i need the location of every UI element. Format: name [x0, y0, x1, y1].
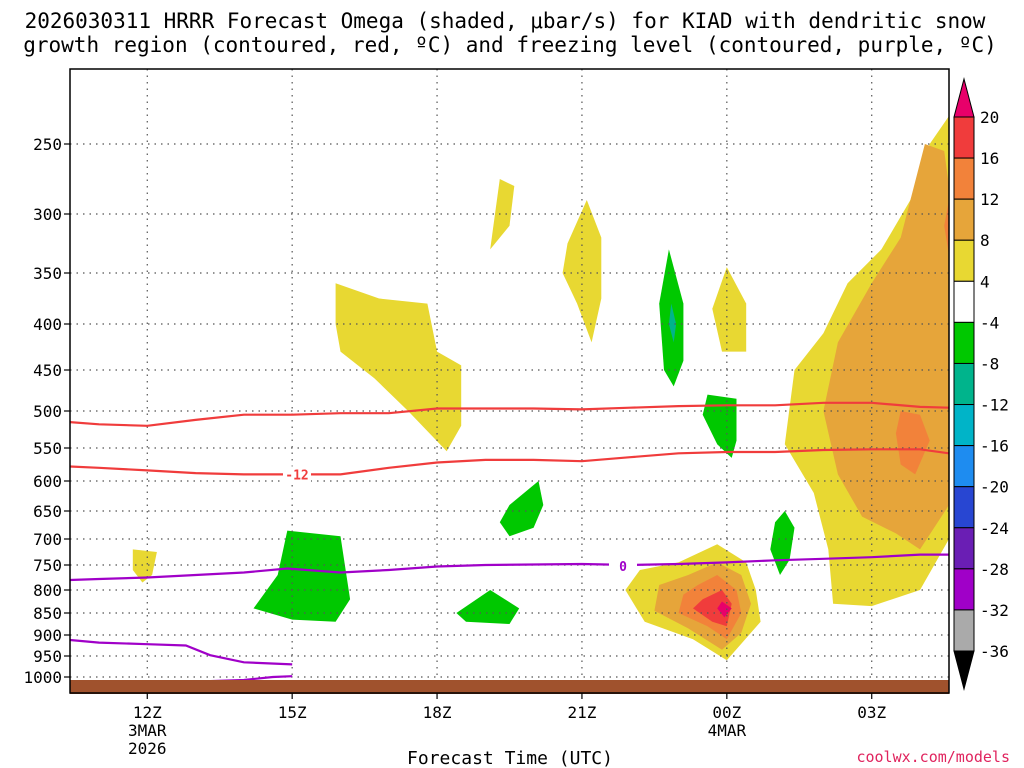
colorbar-label--12: -12: [980, 396, 1009, 415]
contour-label-bg-dgz-bottom: [282, 466, 311, 483]
omega-region-7: [712, 267, 747, 352]
y-tick-label-950: 950: [33, 647, 62, 666]
x-axis-title: Forecast Time (UTC): [407, 748, 613, 768]
ground-surface: [70, 680, 949, 694]
y-tick-label-650: 650: [33, 502, 62, 521]
colorbar-bottom-arrow: [953, 650, 975, 691]
x-tick-label-21Z: 21Z: [567, 703, 596, 722]
y-tick-label-300: 300: [33, 205, 62, 224]
contour-lines: -12 0: [70, 401, 949, 683]
omega-region-13: [132, 549, 157, 583]
chart-title-line2: growth region (contoured, red, ºC) and f…: [23, 33, 997, 57]
watermark: coolwx.com/models: [856, 748, 1010, 766]
y-tick-label-600: 600: [33, 472, 62, 491]
colorbar-box--12: [953, 404, 975, 447]
contour-label-freezing-level: 0: [619, 560, 627, 575]
chart-title-line1: 2026030311 HRRR Forecast Omega (shaded, …: [25, 9, 986, 33]
colorbar-box--32: [953, 609, 975, 652]
omega-region-16: [702, 394, 737, 458]
y-tick-label-500: 500: [33, 402, 62, 421]
y-tick-label-250: 250: [33, 135, 62, 154]
y-axis: 250 300 350 400 450 500 550 600 650 700 750 800 850 9…: [23, 135, 70, 687]
colorbar-label--36: -36: [980, 642, 1009, 661]
y-tick-label-700: 700: [33, 530, 62, 549]
colorbar-label--32: -32: [980, 601, 1009, 620]
colorbar-box-12: [953, 198, 975, 241]
x-tick-year-12Z: 2026: [128, 739, 167, 758]
omega-region-11: [693, 590, 732, 627]
y-tick-label-450: 450: [33, 361, 62, 380]
contour-freezing-level-surface: [70, 638, 293, 666]
colorbar-box-20: [953, 116, 975, 159]
omega-region-17: [499, 481, 544, 537]
x-tick-label-03Z: 03Z: [857, 703, 886, 722]
grid-lines: [70, 69, 949, 693]
y-tick-label-350: 350: [33, 264, 62, 283]
colorbar-label--16: -16: [980, 437, 1009, 456]
colorbar-label--28: -28: [980, 560, 1009, 579]
contour-label-dgz-bottom: -12: [285, 468, 308, 483]
contour-dgz-bottom: [70, 448, 949, 476]
y-tick-label-900: 900: [33, 626, 62, 645]
y-tick-label-400: 400: [33, 315, 62, 334]
plot-frame: [69, 68, 950, 694]
y-tick-label-1000: 1000: [23, 668, 62, 687]
colorbar-box--24: [953, 527, 975, 570]
contour-label-bg-freezing-level: [608, 558, 637, 574]
omega-region-19: [253, 530, 351, 622]
colorbar-box--8: [953, 362, 975, 406]
colorbar-box-8: [953, 239, 975, 282]
contour-freezing-level: [70, 553, 949, 582]
colorbar-label-20: 20: [980, 108, 999, 127]
x-tick-date-12Z: 3MAR: [128, 721, 167, 740]
omega-region-15: [668, 303, 677, 343]
colorbar-label--4: -4: [980, 313, 999, 332]
colorbar-label-4: 4: [980, 272, 990, 291]
x-tick-date-00Z: 4MAR: [708, 721, 747, 740]
x-tick-label-18Z: 18Z: [423, 703, 452, 722]
colorbar-box--16: [953, 445, 975, 488]
colorbar-label--24: -24: [980, 519, 1009, 538]
colorbar-box-4: [953, 280, 975, 323]
colorbar-label--20: -20: [980, 478, 1009, 497]
x-tick-label-15Z: 15Z: [278, 703, 307, 722]
y-tick-label-550: 550: [33, 439, 62, 458]
colorbar-label--8: -8: [980, 354, 999, 373]
colorbar-label-16: 16: [980, 149, 999, 168]
colorbar-legend: 20 16 12 8 4 -4 -8 -12 -16 -20 -24 -28 -32 -36: [953, 77, 1009, 691]
y-tick-label-750: 750: [33, 556, 62, 575]
colorbar-box-16: [953, 157, 975, 200]
colorbar-box--20: [953, 486, 975, 529]
y-tick-label-800: 800: [33, 581, 62, 600]
omega-region-5: [490, 179, 515, 250]
colorbar-label-8: 8: [980, 231, 990, 250]
colorbar-label-12: 12: [980, 190, 999, 209]
omega-region-2: [895, 411, 930, 475]
colorbar-top-arrow: [953, 77, 975, 118]
omega-shading: [132, 116, 949, 661]
x-tick-label-00Z: 00Z: [712, 703, 741, 722]
colorbar-box--4: [953, 321, 975, 364]
contour-dgz-top: [70, 401, 949, 427]
colorbar-box--28: [953, 568, 975, 611]
omega-region-12: [717, 601, 732, 618]
y-tick-label-850: 850: [33, 604, 62, 623]
x-tick-label-12Z: 12Z: [133, 703, 162, 722]
omega-region-20: [456, 590, 520, 624]
